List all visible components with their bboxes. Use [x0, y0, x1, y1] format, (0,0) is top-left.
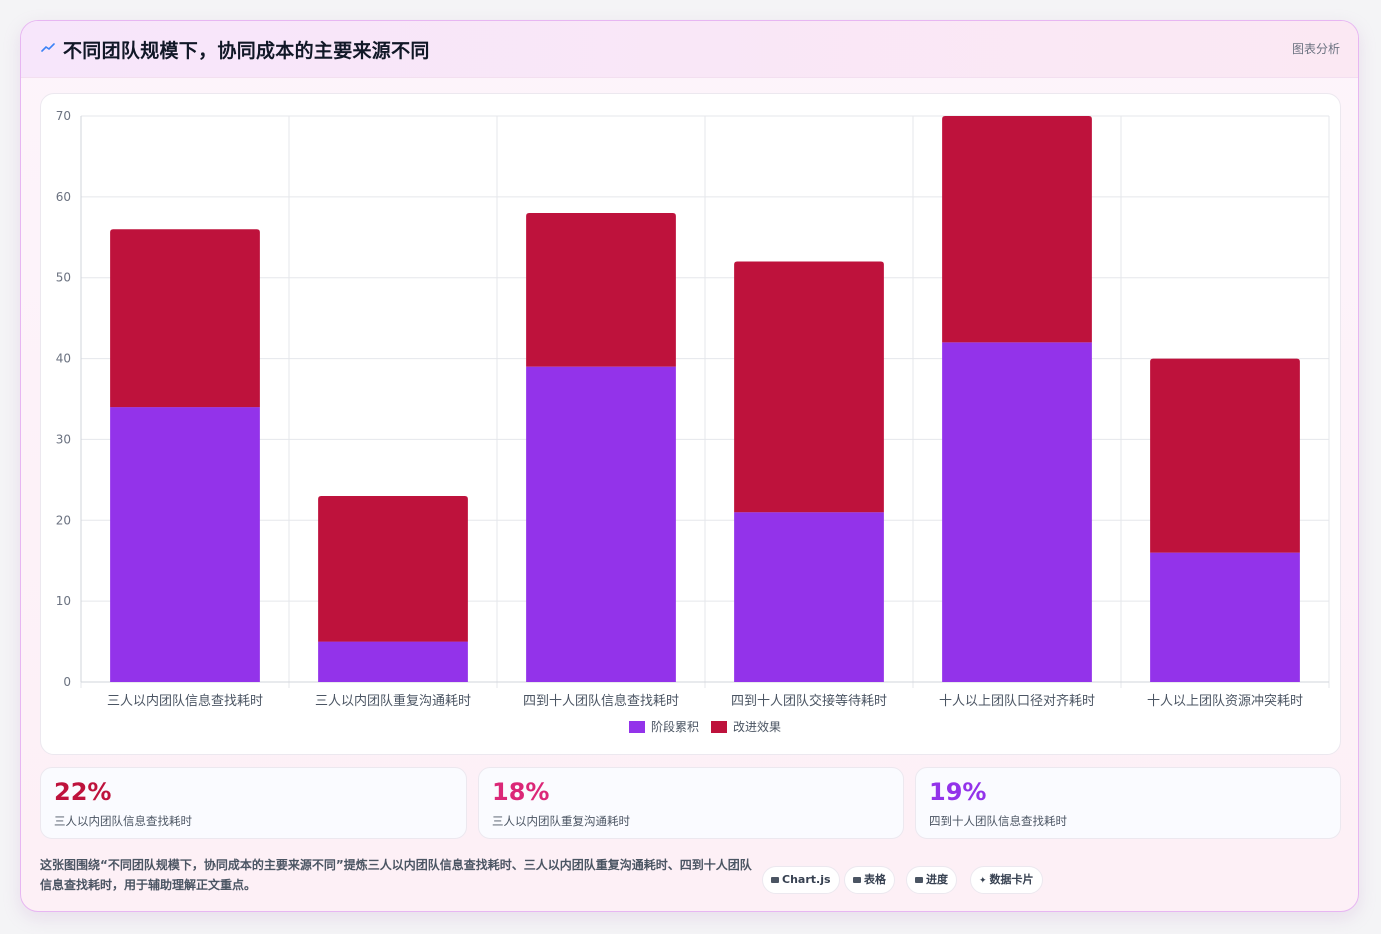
stat-value: 19%	[929, 778, 987, 806]
chip-label: 进度	[926, 873, 948, 886]
sparkle-icon: ✦	[979, 876, 987, 886]
y-tick-label: 70	[56, 109, 71, 123]
x-tick-label: 十人以上团队口径对齐耗时	[939, 693, 1095, 709]
y-tick-label: 40	[56, 352, 71, 366]
y-tick-label: 60	[56, 190, 71, 204]
chip-table[interactable]: 表格	[844, 866, 895, 894]
table-icon	[853, 877, 861, 883]
chip-label: 数据卡片	[989, 873, 1034, 886]
chip-progress[interactable]: 进度	[906, 866, 957, 894]
chart-container: 0 10 20 30 40 50 60 70 三人以内团队信息查找耗时 三人以内团队重复沟通耗时 四…	[40, 93, 1341, 755]
legend-label: 阶段累积	[651, 719, 699, 734]
x-tick-label: 十人以上团队资源冲突耗时	[1147, 693, 1303, 709]
x-tick-label: 四到十人团队信息查找耗时	[523, 693, 679, 709]
y-tick-label: 10	[56, 594, 71, 608]
chart-description: 这张图围绕“不同团队规模下，协同成本的主要来源不同”提炼三人以内团队信息查找耗时…	[40, 858, 752, 892]
y-tick-label: 30	[56, 432, 71, 446]
chip-data-card[interactable]: ✦ 数据卡片	[970, 866, 1043, 894]
bar-series-b	[942, 116, 1092, 343]
legend-swatch	[629, 721, 645, 733]
x-tick-label: 四到十人团队交接等待耗时	[731, 693, 887, 709]
y-tick-label: 0	[63, 675, 71, 689]
stat-label: 三人以内团队重复沟通耗时	[492, 814, 630, 828]
stat-card-1: 22% 三人以内团队信息查找耗时	[40, 767, 467, 839]
chip-label: Chart.js	[782, 873, 831, 886]
progress-icon	[915, 877, 923, 883]
stacked-bar-chart: 0 10 20 30 40 50 60 70 三人以内团队信息查找耗时 三人以内团队重复沟通耗时 四…	[56, 109, 1330, 734]
chart-card: 不同团队规模下，协同成本的主要来源不同 图表分析 0 10 20 30 40 50 60 70…	[20, 20, 1359, 912]
legend-swatch	[711, 721, 727, 733]
stat-label: 三人以内团队信息查找耗时	[54, 814, 192, 828]
header-tag: 图表分析	[1291, 42, 1340, 56]
x-tick-label: 三人以内团队信息查找耗时	[107, 693, 263, 709]
y-tick-label: 20	[56, 513, 71, 527]
bar-series-b	[734, 261, 884, 513]
stat-value: 18%	[492, 778, 550, 806]
stat-card-3: 19% 四到十人团队信息查找耗时	[915, 767, 1341, 839]
chart-icon	[771, 877, 779, 883]
y-tick-label: 50	[56, 271, 71, 285]
bar-series-a	[734, 512, 884, 682]
bar-series-a	[942, 342, 1092, 682]
page-title: 不同团队规模下，协同成本的主要来源不同	[63, 40, 430, 62]
chip-chartjs[interactable]: Chart.js	[762, 866, 840, 894]
bar-series-b	[110, 229, 260, 408]
bar-series-b	[318, 496, 468, 642]
bar-series-a	[318, 641, 468, 682]
bar-series-a	[526, 366, 676, 682]
stat-card-2: 18% 三人以内团队重复沟通耗时	[478, 767, 904, 839]
trend-line-icon	[41, 43, 55, 52]
card-header: 不同团队规模下，协同成本的主要来源不同 图表分析	[21, 21, 1358, 78]
x-tick-label: 三人以内团队重复沟通耗时	[315, 693, 471, 709]
bar-series-b	[1150, 358, 1300, 553]
stat-label: 四到十人团队信息查找耗时	[929, 814, 1067, 828]
bar-series-b	[526, 213, 676, 367]
legend-label: 改进效果	[733, 719, 781, 734]
bar-series-a	[110, 407, 260, 682]
chip-label: 表格	[864, 873, 886, 886]
stat-value: 22%	[54, 778, 112, 806]
bar-series-a	[1150, 552, 1300, 682]
